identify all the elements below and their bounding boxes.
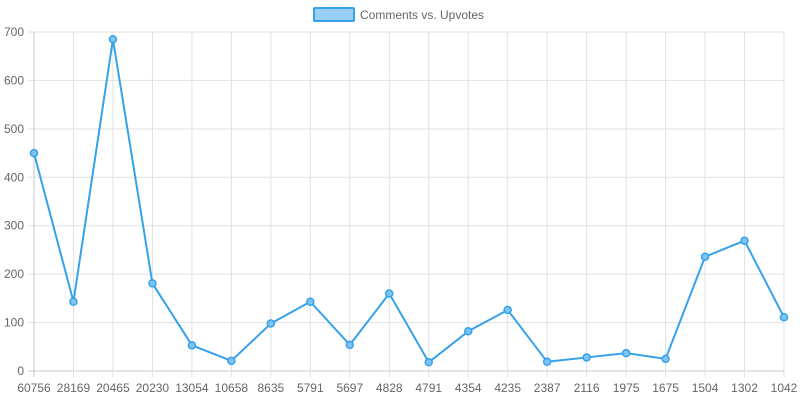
y-tick-label: 700	[4, 25, 24, 39]
series-line	[33, 38, 785, 364]
data-point[interactable]	[424, 358, 433, 367]
y-tick-label: 400	[4, 170, 24, 184]
x-tick-label: 4235	[494, 381, 521, 395]
x-tick-label: 20230	[136, 381, 170, 395]
x-tick-label: 10658	[215, 381, 249, 395]
data-point[interactable]	[779, 312, 789, 322]
x-tick-label: 2387	[534, 381, 561, 395]
data-point[interactable]	[700, 252, 710, 261]
data-point[interactable]	[503, 305, 512, 315]
data-point[interactable]	[345, 340, 355, 350]
y-tick-label: 600	[4, 73, 24, 87]
data-point[interactable]	[69, 297, 78, 306]
x-tick-label: 28169	[57, 381, 91, 395]
chart-legend[interactable]: Comments vs. Upvotes	[313, 7, 484, 22]
x-axis: 60756 28169 20465 20230 13054 10658 8635 5791 56…	[17, 381, 797, 395]
data-point[interactable]	[661, 354, 670, 364]
x-tick-label: 60756	[17, 381, 51, 395]
data-point[interactable]	[227, 356, 236, 366]
y-tick-label: 100	[4, 316, 24, 330]
legend-label[interactable]: Comments vs. Upvotes	[360, 8, 484, 22]
x-tick-label: 2116	[574, 381, 600, 395]
data-point[interactable]	[385, 289, 394, 298]
data-point[interactable]	[187, 341, 197, 350]
x-tick-label: 13054	[175, 381, 209, 395]
y-axis: 0 100 200 300 400 500 600 700	[4, 25, 24, 378]
grid-lines	[28, 31, 785, 377]
data-point[interactable]	[463, 327, 473, 336]
y-tick-label: 300	[4, 219, 24, 233]
x-tick-label: 4791	[415, 381, 442, 395]
x-tick-label: 1675	[652, 381, 679, 395]
x-tick-label: 1042	[771, 381, 798, 395]
x-tick-label: 8635	[257, 381, 284, 395]
y-tick-label: 500	[4, 122, 24, 136]
x-tick-label: 20465	[96, 381, 130, 395]
data-point[interactable]	[266, 319, 276, 328]
x-tick-label: 4354	[455, 381, 482, 395]
data-point[interactable]	[740, 236, 749, 245]
series-comments-vs-upvotes	[29, 35, 789, 367]
data-point[interactable]	[582, 353, 591, 362]
data-point[interactable]	[306, 297, 315, 306]
data-point[interactable]	[148, 279, 157, 288]
data-point[interactable]	[29, 148, 39, 158]
data-point[interactable]	[542, 357, 552, 367]
x-tick-label: 1302	[731, 381, 758, 395]
legend-swatch[interactable]	[313, 7, 355, 22]
x-tick-label: 4828	[376, 381, 403, 395]
y-tick-label: 200	[4, 267, 24, 281]
y-tick-label: 0	[17, 364, 24, 378]
data-point[interactable]	[621, 348, 631, 358]
x-tick-label: 5791	[297, 381, 324, 395]
x-tick-label: 5697	[336, 381, 363, 395]
x-tick-label: 1975	[613, 381, 640, 395]
data-point[interactable]	[108, 35, 118, 44]
x-tick-label: 1504	[692, 381, 719, 395]
